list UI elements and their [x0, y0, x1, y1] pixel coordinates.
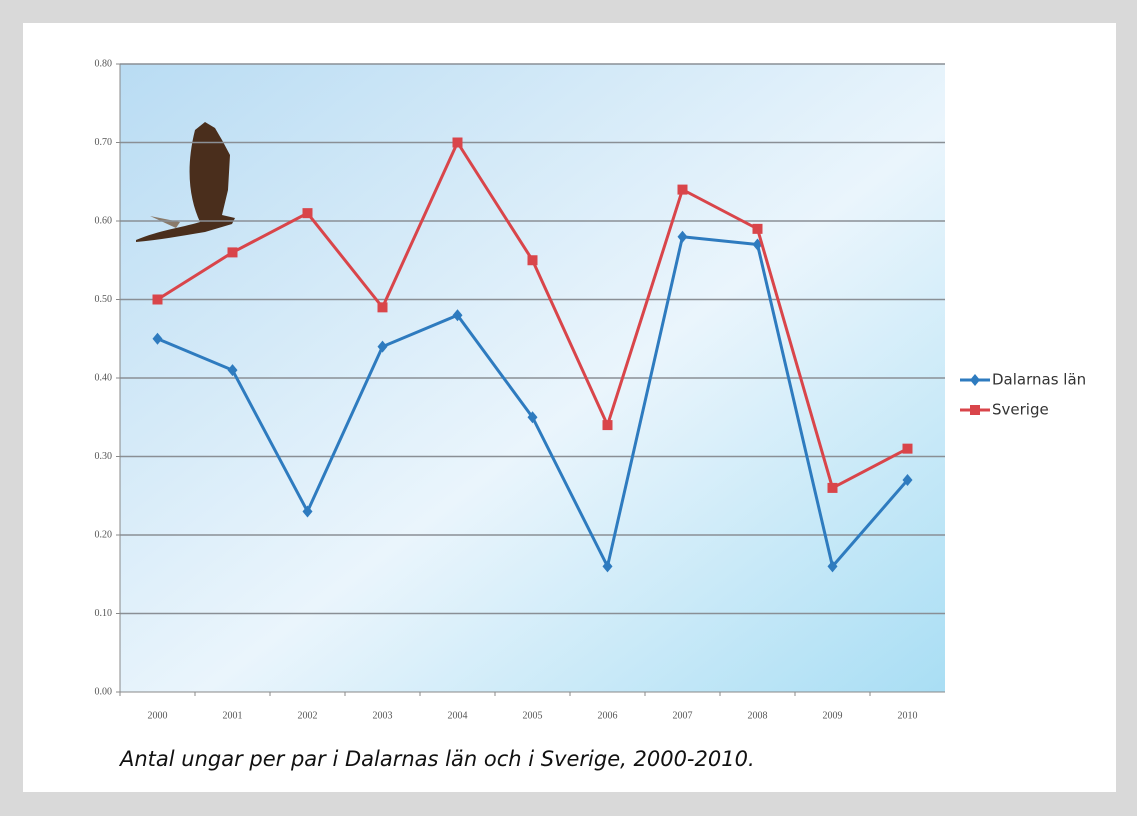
- eagle: [136, 122, 235, 242]
- y-tick-label: 0.80: [95, 58, 113, 69]
- y-tick-label: 0.20: [95, 529, 113, 540]
- x-tick-label: 2007: [673, 710, 693, 721]
- marker: [377, 340, 388, 353]
- y-tick-label: 0.50: [95, 294, 113, 305]
- marker: [377, 302, 388, 313]
- legend-marker: [970, 405, 980, 415]
- marker: [152, 294, 163, 305]
- legend-label: Sverige: [992, 401, 1049, 419]
- legend-marker: [970, 374, 980, 386]
- y-tick-label: 0.40: [95, 372, 113, 383]
- x-tick-label: 2003: [373, 710, 393, 721]
- legend-label: Dalarnas län: [992, 371, 1086, 389]
- marker: [452, 137, 463, 148]
- marker: [752, 223, 763, 234]
- x-tick-label: 2005: [523, 710, 543, 721]
- x-tick-label: 2006: [598, 710, 618, 721]
- caption: Antal ungar per par i Dalarnas län och i…: [118, 747, 755, 771]
- y-tick-label: 0.30: [95, 451, 113, 462]
- x-tick-label: 2000: [148, 710, 168, 721]
- x-tick-label: 2008: [748, 710, 768, 721]
- marker: [227, 247, 238, 258]
- marker: [827, 560, 838, 573]
- marker: [302, 505, 313, 518]
- marker: [302, 208, 313, 219]
- marker: [527, 255, 538, 266]
- x-tick-label: 2002: [298, 710, 318, 721]
- x-tick-label: 2010: [898, 710, 918, 721]
- x-tick-label: 2009: [823, 710, 843, 721]
- marker: [452, 309, 463, 322]
- marker: [677, 230, 688, 243]
- marker: [902, 443, 913, 454]
- x-tick-label: 2004: [448, 710, 468, 721]
- y-tick-label: 0.10: [95, 608, 113, 619]
- marker: [602, 560, 613, 573]
- y-tick-label: 0.60: [95, 215, 113, 226]
- marker: [902, 474, 913, 487]
- x-tick-label: 2001: [223, 710, 243, 721]
- marker: [152, 332, 163, 345]
- marker: [527, 411, 538, 424]
- marker: [602, 420, 613, 431]
- y-tick-label: 0.70: [95, 137, 113, 148]
- marker: [827, 482, 838, 493]
- marker: [677, 184, 688, 195]
- marker: [227, 364, 238, 377]
- y-tick-label: 0.00: [95, 686, 113, 697]
